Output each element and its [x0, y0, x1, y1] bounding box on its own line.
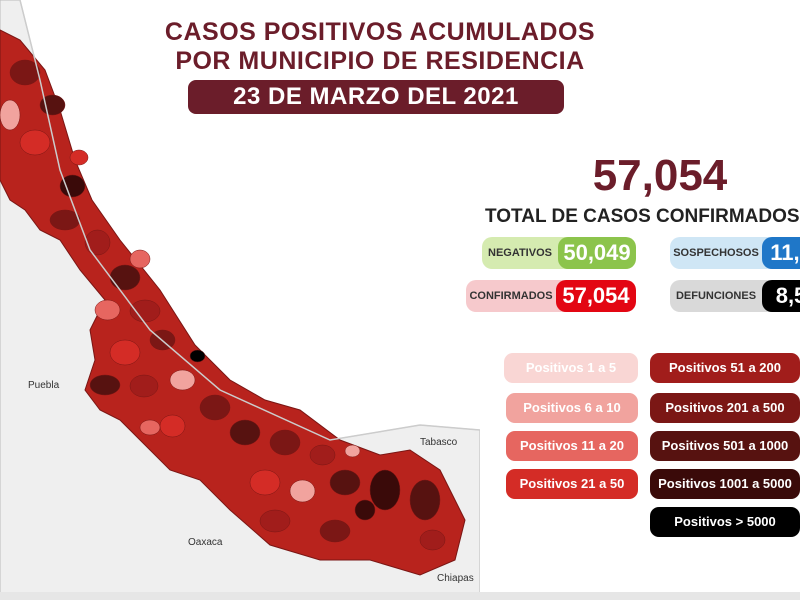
map-label-puebla: Puebla — [28, 380, 60, 391]
municipality-patch — [344, 444, 361, 458]
gulf-coastline — [19, 0, 480, 441]
confirmados-label: CONFIRMADOS — [469, 290, 553, 302]
municipality-patch — [329, 469, 361, 496]
sospechosos-stat: SOSPECHOSOS 11,0 — [670, 237, 800, 269]
legend-item-1-5: Positivos 1 a 5 — [504, 353, 638, 383]
state-map — [0, 0, 480, 600]
municipality-patch — [189, 349, 206, 363]
municipality-patch — [169, 369, 196, 391]
municipality-patch — [94, 299, 121, 321]
municipality-patch — [159, 414, 186, 438]
legend-item-11-20: Positivos 11 a 20 — [506, 431, 638, 461]
confirmados-stat: CONFIRMADOS 57,054 — [466, 280, 636, 312]
legend-item-1001-5000: Positivos 1001 a 5000 — [650, 469, 800, 499]
municipality-patch — [409, 479, 441, 521]
municipality-patch — [309, 444, 336, 466]
municipality-patch — [84, 229, 111, 256]
municipality-patch — [129, 299, 161, 323]
municipality-patch — [249, 469, 281, 496]
municipality-regions — [0, 59, 446, 551]
page-title-line1: CASOS POSITIVOS ACUMULADOS — [164, 18, 596, 46]
municipality-patch — [319, 519, 351, 543]
municipality-patch — [289, 479, 316, 503]
legend-item-gt-5000: Positivos > 5000 — [650, 507, 800, 537]
negativos-stat: NEGATIVOS 50,049 — [482, 237, 636, 269]
municipality-patch — [69, 149, 89, 166]
municipality-patch — [229, 419, 261, 446]
defunciones-stat: DEFUNCIONES 8,5 — [670, 280, 800, 312]
municipality-patch — [129, 374, 159, 398]
municipality-patch — [0, 99, 21, 131]
defunciones-value: 8,5 — [762, 280, 800, 312]
legend-item-51-200: Positivos 51 a 200 — [650, 353, 800, 383]
legend-item-6-10: Positivos 6 a 10 — [506, 393, 638, 423]
map-label-tabasco: Tabasco — [420, 437, 458, 448]
municipality-patch — [9, 59, 41, 86]
municipality-patch — [49, 209, 81, 231]
total-cases-value: 57,054 — [592, 151, 728, 200]
municipality-patch — [89, 374, 121, 396]
municipality-patch — [19, 129, 51, 156]
municipality-patch — [139, 419, 161, 436]
legend-item-21-50: Positivos 21 a 50 — [506, 469, 638, 499]
negativos-label: NEGATIVOS — [488, 247, 552, 259]
municipality-patch — [109, 339, 141, 366]
defunciones-label: DEFUNCIONES — [675, 290, 757, 302]
municipality-patch — [129, 249, 151, 269]
legend-item-201-500: Positivos 201 a 500 — [650, 393, 800, 423]
negativos-value: 50,049 — [558, 237, 636, 269]
municipality-patch — [199, 394, 231, 421]
municipality-patch — [269, 429, 301, 456]
total-cases-label: TOTAL DE CASOS CONFIRMADOS — [485, 206, 800, 227]
legend-item-501-1000: Positivos 501 a 1000 — [650, 431, 800, 461]
municipality-patch — [59, 174, 86, 198]
municipality-patch — [354, 499, 376, 521]
municipality-patch — [419, 529, 446, 551]
map-label-oaxaca: Oaxaca — [188, 537, 223, 548]
municipality-patch — [259, 509, 291, 533]
sospechosos-value: 11,0 — [762, 237, 800, 269]
municipality-patch — [369, 469, 401, 511]
report-date: 23 DE MARZO DEL 2021 — [188, 80, 564, 114]
confirmados-value: 57,054 — [556, 280, 636, 312]
bottom-bar — [0, 592, 800, 600]
page-title-line2: POR MUNICIPIO DE RESIDENCIA — [175, 47, 585, 75]
municipality-patch — [109, 264, 141, 291]
map-label-chiapas: Chiapas — [437, 573, 474, 584]
sospechosos-label: SOSPECHOSOS — [673, 247, 759, 259]
